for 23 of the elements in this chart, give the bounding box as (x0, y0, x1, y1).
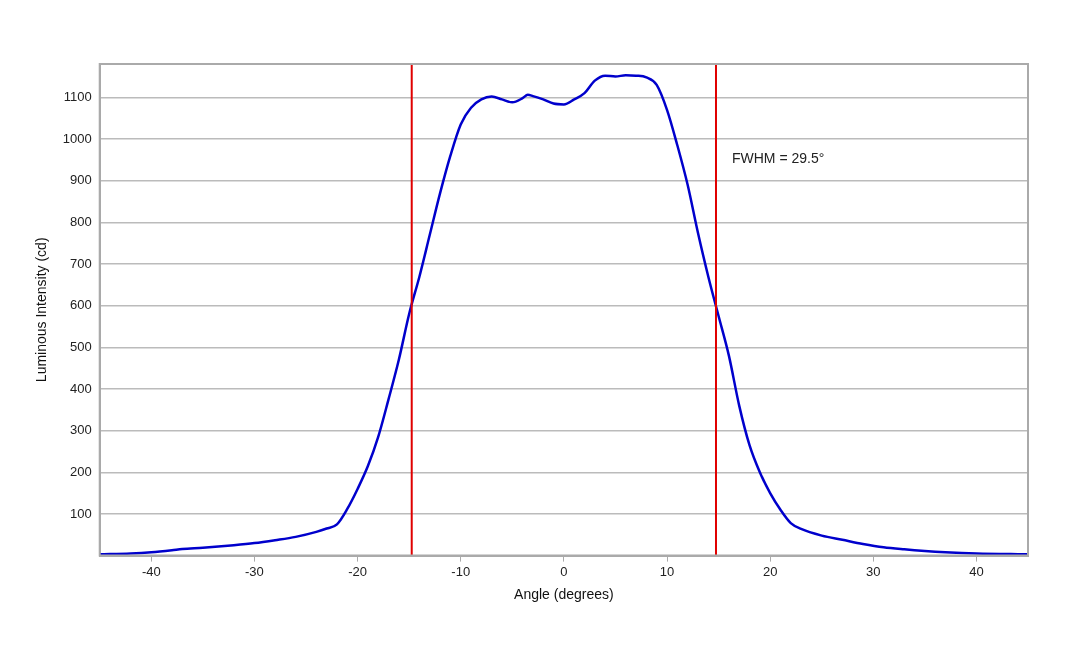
x-tick-label: 30 (866, 563, 881, 579)
y-tick-label: 1000 (62, 130, 92, 146)
y-tick-label: 400 (70, 380, 92, 396)
y-tick-label: 1100 (63, 88, 92, 104)
y-tick-label: 500 (70, 338, 92, 354)
x-tick-label: 10 (659, 563, 675, 579)
x-tick-label: 20 (762, 563, 778, 579)
x-tick-label: -40 (141, 563, 161, 579)
y-tick-label: 100 (70, 505, 92, 521)
y-tick-label: 300 (70, 422, 92, 438)
y-tick-label: 900 (70, 172, 92, 188)
annotation: FWHM = 29.5° (731, 149, 825, 166)
y-tick-label: 800 (70, 213, 92, 229)
y-tick-label: 700 (70, 255, 92, 271)
x-tick-label: -30 (245, 563, 264, 579)
x-tick-label: -20 (348, 563, 367, 579)
x-tick-label: 40 (969, 563, 984, 579)
x-axis-title: Angle (degrees) (514, 586, 614, 603)
y-tick-label: 200 (70, 463, 92, 479)
x-tick-label: -10 (451, 563, 471, 579)
x-tick-label: 0 (560, 563, 568, 579)
y-tick-label: 600 (70, 297, 92, 313)
y-axis-title: Luminous Intensity (cd) (33, 237, 50, 383)
